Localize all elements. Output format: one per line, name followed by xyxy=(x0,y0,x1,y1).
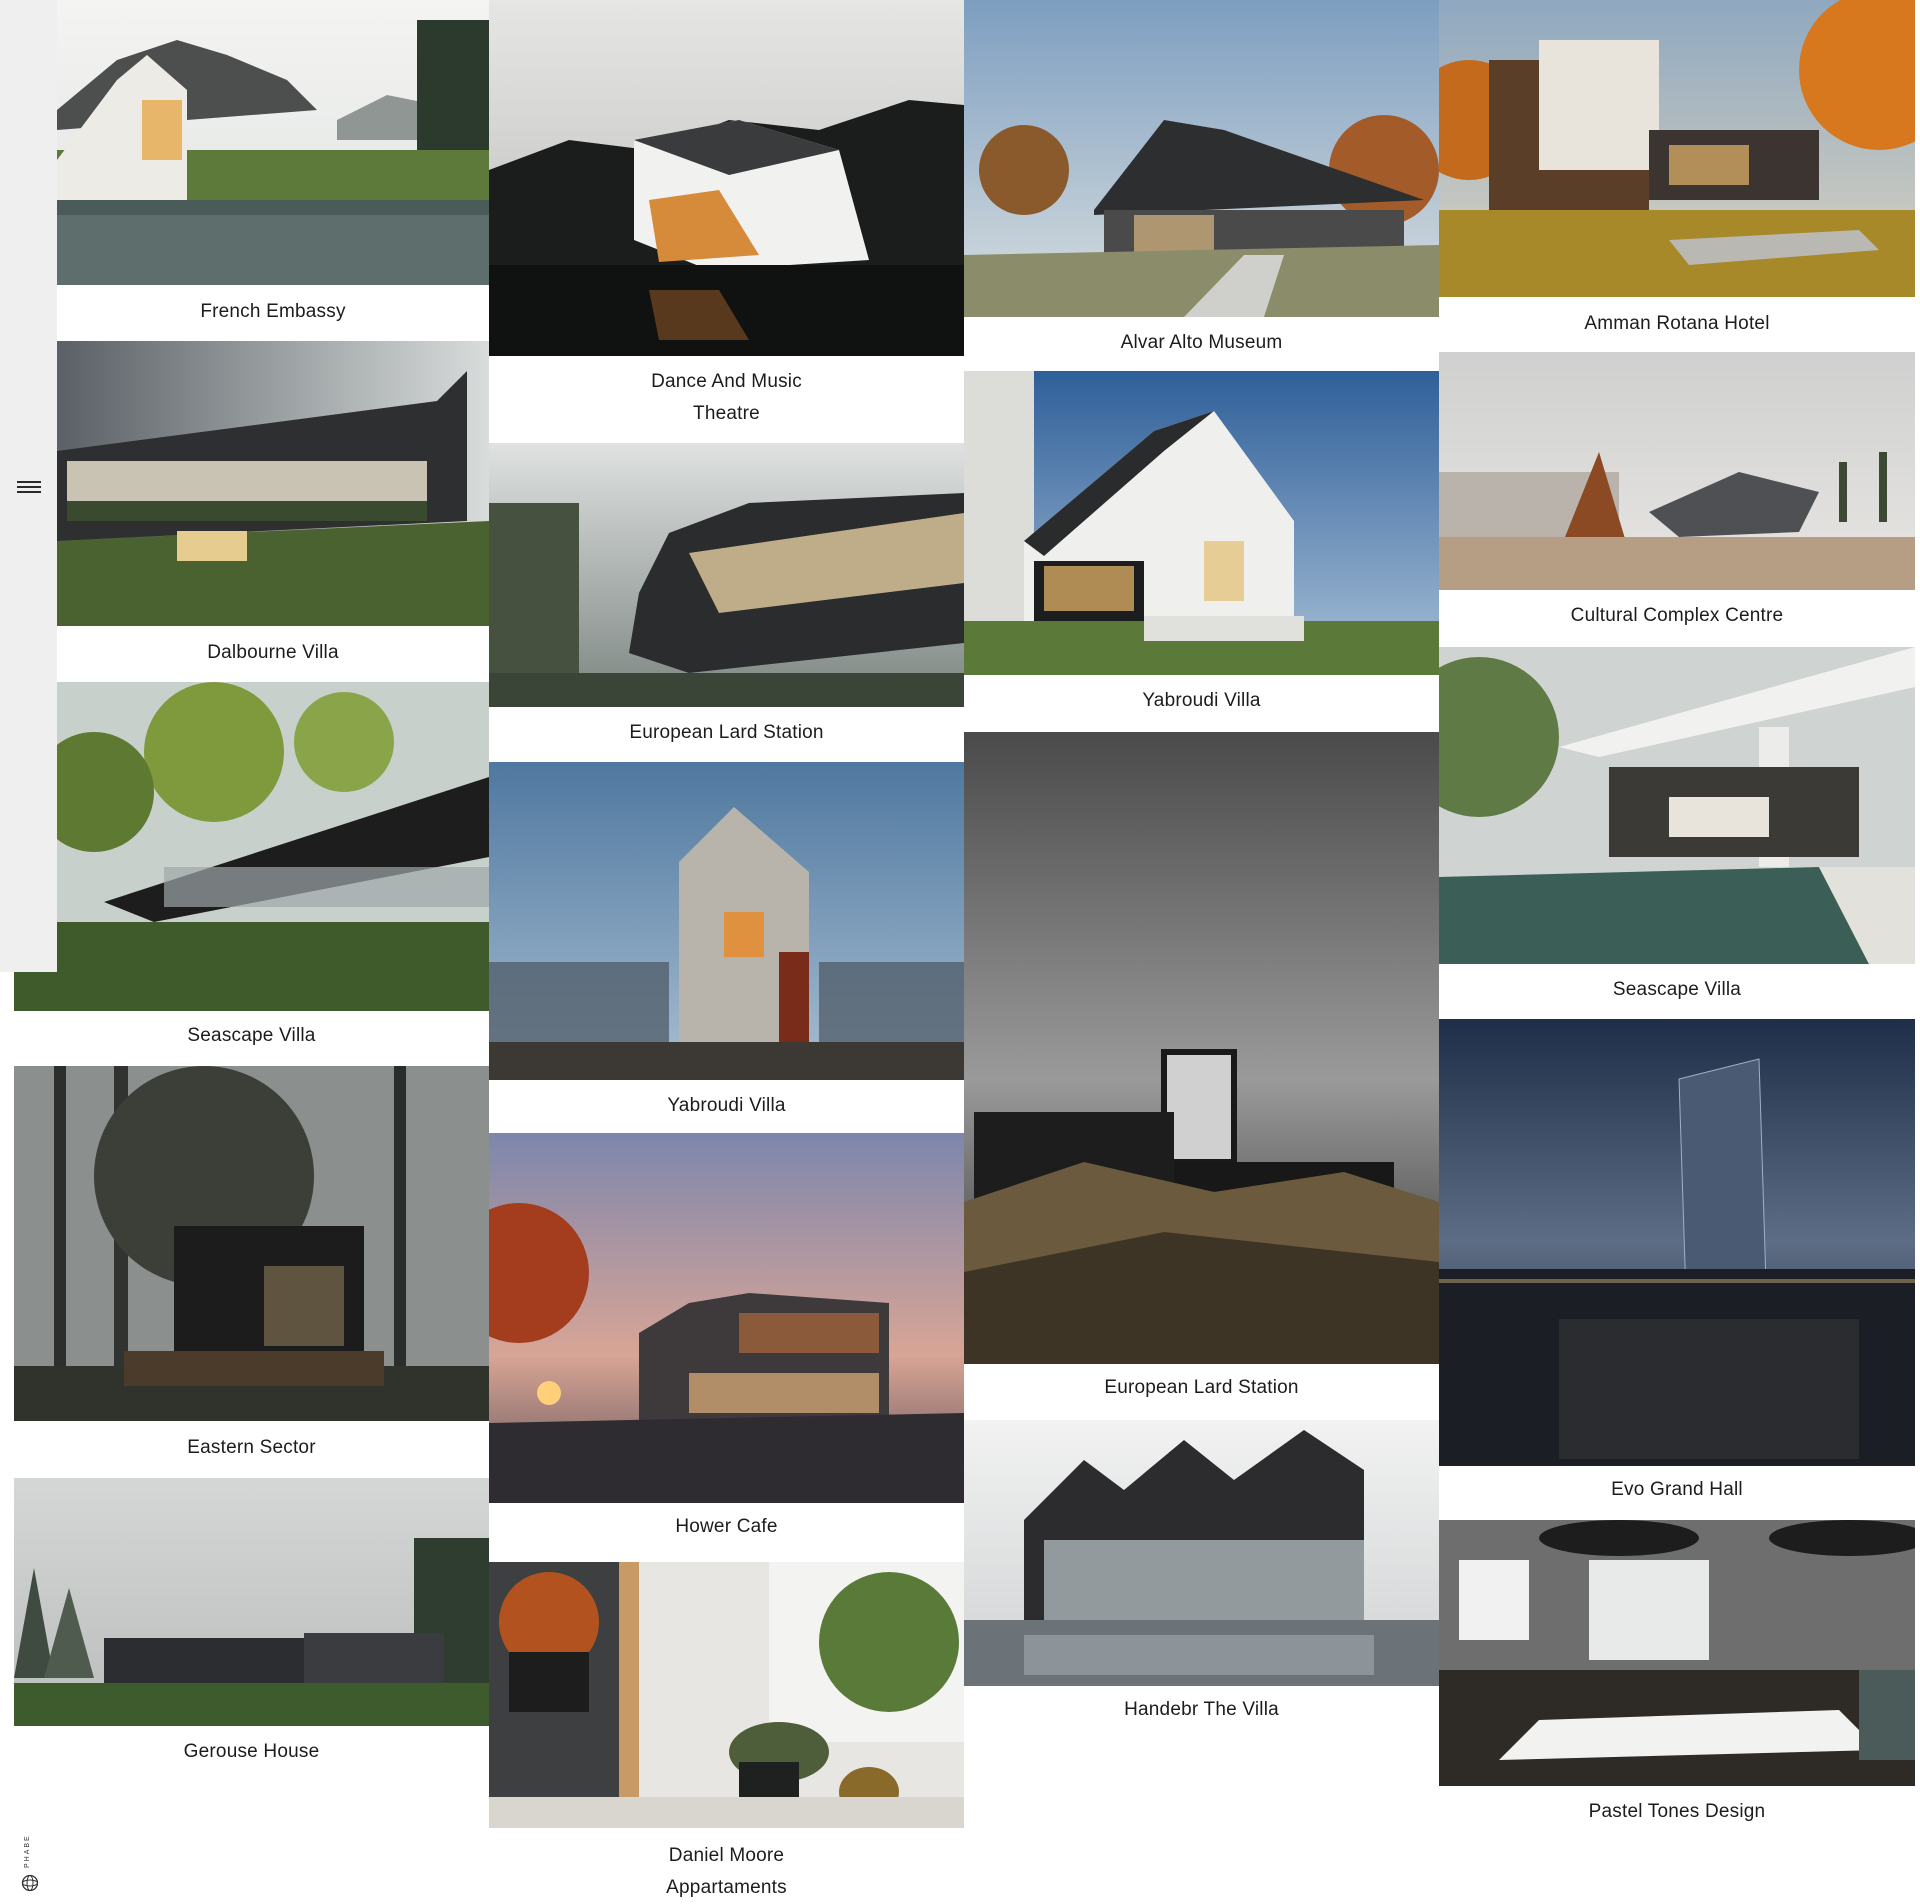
project-tile[interactable]: European Lard Station xyxy=(489,443,964,758)
project-image[interactable] xyxy=(57,0,489,285)
project-tile[interactable]: Evo Grand Hall xyxy=(1439,1019,1915,1516)
brand-logo[interactable]: PHABE xyxy=(18,1832,42,1894)
project-title[interactable]: Amman Rotana Hotel xyxy=(1584,313,1770,334)
project-title-text[interactable]: Dance And Music Theatre xyxy=(651,371,802,424)
project-tile[interactable]: Hower Cafe xyxy=(489,1133,964,1553)
project-tile[interactable]: Dance And Music Theatre xyxy=(489,0,964,440)
project-title[interactable]: Dalbourne Villa xyxy=(207,642,339,663)
project-tile[interactable]: Gerouse House xyxy=(14,1478,489,1773)
project-tile[interactable]: Dalbourne Villa xyxy=(57,341,489,681)
project-image[interactable] xyxy=(1439,352,1915,590)
brand-text: PHABE xyxy=(24,1834,31,1868)
project-image[interactable] xyxy=(489,1562,964,1828)
project-title[interactable]: Hower Cafe xyxy=(675,1516,778,1537)
project-tile[interactable]: Seascape Villa xyxy=(1439,647,1915,1017)
project-title[interactable]: Yabroudi Villa xyxy=(1142,690,1261,711)
project-title[interactable]: Seascape Villa xyxy=(187,1025,316,1046)
project-title[interactable]: Handebr The Villa xyxy=(1124,1699,1279,1720)
hamburger-menu-icon[interactable] xyxy=(17,479,41,495)
project-tile[interactable]: Eastern Sector xyxy=(14,1066,489,1466)
project-tile[interactable]: Daniel Moore Appartaments xyxy=(489,1562,964,1898)
project-image[interactable] xyxy=(14,682,489,1011)
project-image[interactable] xyxy=(964,0,1439,317)
project-tile[interactable]: Handebr The Villa xyxy=(964,1420,1439,1730)
project-tile[interactable]: Yabroudi Villa xyxy=(489,762,964,1130)
project-image[interactable] xyxy=(489,1133,964,1503)
project-image[interactable] xyxy=(964,371,1439,675)
project-title-text[interactable]: Daniel Moore Appartaments xyxy=(666,1845,787,1898)
project-tile[interactable]: Cultural Complex Centre xyxy=(1439,352,1915,642)
project-image[interactable] xyxy=(14,1066,489,1421)
project-image[interactable] xyxy=(489,443,964,707)
project-tile[interactable]: European Lard Station xyxy=(964,732,1439,1412)
project-title[interactable]: European Lard Station xyxy=(1104,1377,1299,1398)
project-image[interactable] xyxy=(964,732,1439,1364)
project-title[interactable]: Eastern Sector xyxy=(187,1437,316,1458)
project-image[interactable] xyxy=(57,341,489,626)
project-image[interactable] xyxy=(489,762,964,1080)
project-title[interactable]: Cultural Complex Centre xyxy=(1570,605,1784,626)
project-tile[interactable]: French Embassy xyxy=(57,0,489,336)
side-panel xyxy=(0,0,57,972)
project-title[interactable]: Gerouse House xyxy=(183,1741,320,1762)
project-tile[interactable]: Alvar Alto Museum xyxy=(964,0,1439,370)
project-title[interactable]: Seascape Villa xyxy=(1612,979,1742,1000)
project-title[interactable]: Yabroudi Villa xyxy=(667,1095,786,1116)
project-tile[interactable]: Yabroudi Villa xyxy=(964,371,1439,728)
project-tile[interactable]: Seascape Villa xyxy=(14,682,489,1058)
project-image[interactable] xyxy=(1439,0,1915,297)
project-title[interactable]: Evo Grand Hall xyxy=(1611,1479,1743,1500)
project-tile[interactable]: Pastel Tones Design xyxy=(1439,1520,1915,1840)
project-image[interactable] xyxy=(1439,1520,1915,1786)
project-image[interactable] xyxy=(964,1420,1439,1686)
project-title[interactable]: French Embassy xyxy=(200,301,346,322)
project-tile[interactable]: Amman Rotana Hotel xyxy=(1439,0,1915,348)
project-title[interactable]: Dance And Music Theatre xyxy=(489,366,964,430)
project-image[interactable] xyxy=(489,0,964,356)
project-title[interactable]: Pastel Tones Design xyxy=(1588,1801,1766,1822)
project-title[interactable]: Alvar Alto Museum xyxy=(1120,332,1283,353)
project-image[interactable] xyxy=(1439,647,1915,964)
project-image[interactable] xyxy=(14,1478,489,1726)
project-title[interactable]: Daniel Moore Appartaments xyxy=(489,1840,964,1904)
sphere-logo-icon xyxy=(21,1874,39,1892)
project-title[interactable]: European Lard Station xyxy=(629,722,824,743)
project-image[interactable] xyxy=(1439,1019,1915,1466)
